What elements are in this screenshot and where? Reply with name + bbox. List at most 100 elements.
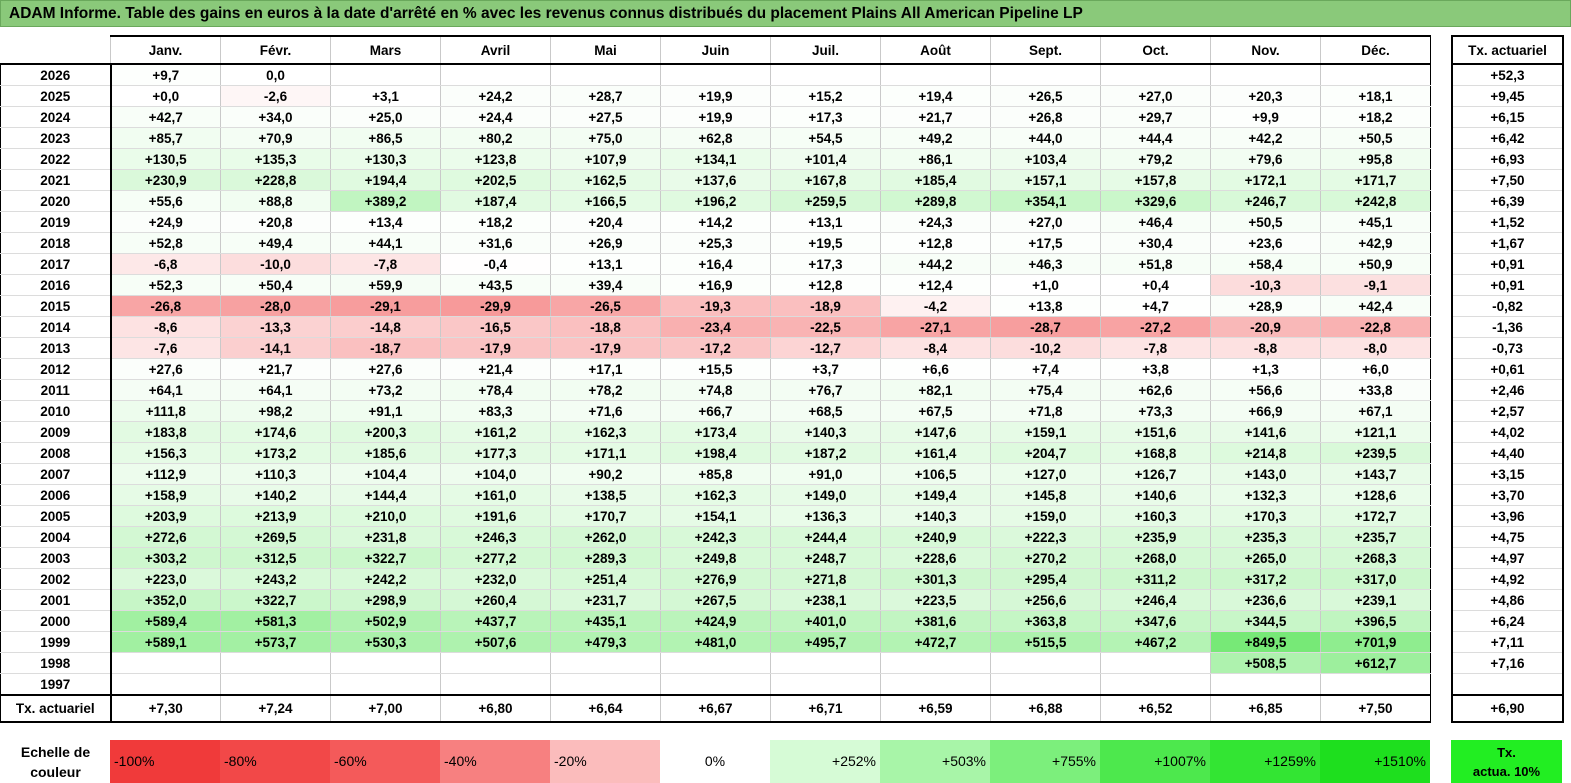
year-cell: 2000	[0, 610, 112, 632]
value-cell	[1100, 673, 1211, 696]
table-row: 1999 +589,1 +573,7 +530,3 +507,6 +479,3 +481,0…	[0, 631, 1431, 653]
table-row: 2023 +85,7 +70,9 +86,5 +80,2 +75,0 +62,8 +54,5 +…	[0, 127, 1431, 149]
value-cell: +363,8	[990, 610, 1101, 632]
value-cell: +185,6	[330, 442, 441, 464]
table-row: 2014 -8,6 -13,3 -14,8 -16,5 -18,8 -23,4 -22,5 -2…	[0, 316, 1431, 338]
value-cell: +101,4	[770, 148, 881, 170]
value-cell: +479,3	[550, 631, 661, 653]
value-cell: -23,4	[660, 316, 771, 338]
rate-cell: +1,67	[1451, 232, 1564, 254]
year-cell: 2023	[0, 127, 112, 149]
value-cell: +136,3	[770, 505, 881, 527]
value-cell: -18,8	[550, 316, 661, 338]
value-cell: +329,6	[1100, 190, 1211, 212]
footer-rate-cell: +6,52	[1100, 694, 1211, 723]
footer-rate-cell: +6,71	[770, 694, 881, 723]
month-header: Mai	[550, 35, 661, 65]
footer-rate-cell: +6,64	[550, 694, 661, 723]
value-cell: +107,9	[550, 148, 661, 170]
value-cell: +62,6	[1100, 379, 1211, 401]
value-cell: +46,3	[990, 253, 1101, 275]
value-cell: +76,7	[770, 379, 881, 401]
value-cell	[660, 63, 771, 86]
value-cell: +228,6	[880, 547, 991, 569]
value-cell: -10,2	[990, 337, 1101, 359]
value-cell	[1320, 673, 1431, 696]
month-header: Déc.	[1320, 35, 1431, 65]
value-cell: +185,4	[880, 169, 991, 191]
rate-cell: +3,96	[1451, 505, 1564, 527]
value-cell: +268,0	[1100, 547, 1211, 569]
value-cell: -20,9	[1210, 316, 1321, 338]
value-cell: +13,4	[330, 211, 441, 233]
value-cell: +14,2	[660, 211, 771, 233]
value-cell: +171,7	[1320, 169, 1431, 191]
year-cell: 2005	[0, 505, 112, 527]
rate-cell: +3,15	[1451, 463, 1564, 485]
value-cell: +13,8	[990, 295, 1101, 317]
value-cell: +17,3	[770, 253, 881, 275]
value-cell: +530,3	[330, 631, 441, 653]
value-cell: +51,8	[1100, 253, 1211, 275]
value-cell	[660, 652, 771, 674]
value-cell: +508,5	[1210, 652, 1321, 674]
value-cell	[1100, 63, 1211, 86]
value-cell: +161,2	[440, 421, 551, 443]
value-cell: +495,7	[770, 631, 881, 653]
value-cell: +289,8	[880, 190, 991, 212]
table-row: 2004 +272,6 +269,5 +231,8 +246,3 +262,0 +242,3…	[0, 526, 1431, 548]
value-cell: +50,5	[1320, 127, 1431, 149]
value-cell: +161,4	[880, 442, 991, 464]
value-cell: +849,5	[1210, 631, 1321, 653]
value-cell: +202,5	[440, 169, 551, 191]
value-cell: +9,7	[110, 63, 221, 86]
value-cell: +130,5	[110, 148, 221, 170]
rate-cell: +2,57	[1451, 400, 1564, 422]
value-cell	[1210, 673, 1321, 696]
value-cell: +64,1	[220, 379, 331, 401]
value-cell: +267,5	[660, 589, 771, 611]
value-cell: +240,9	[880, 526, 991, 548]
value-cell: +289,3	[550, 547, 661, 569]
value-cell: +26,8	[990, 106, 1101, 128]
year-cell: 2016	[0, 274, 112, 296]
value-cell	[1320, 63, 1431, 86]
value-cell: +210,0	[330, 505, 441, 527]
value-cell: +50,9	[1320, 253, 1431, 275]
value-cell: -29,9	[440, 295, 551, 317]
value-cell: +581,3	[220, 610, 331, 632]
table-row: 2024 +42,7 +34,0 +25,0 +24,4 +27,5 +19,9 +17,3 +…	[0, 106, 1431, 128]
table-row: 2013 -7,6 -14,1 -18,7 -17,9 -17,9 -17,2 -12,7 -8…	[0, 337, 1431, 359]
value-cell: +67,1	[1320, 400, 1431, 422]
value-cell: +322,7	[220, 589, 331, 611]
year-cell: 2008	[0, 442, 112, 464]
value-cell: +67,5	[880, 400, 991, 422]
value-cell: +111,8	[110, 400, 221, 422]
rate-cell: +7,16	[1451, 652, 1564, 674]
value-cell: -17,2	[660, 337, 771, 359]
value-cell	[550, 63, 661, 86]
value-cell: +3,8	[1100, 358, 1211, 380]
value-cell: +27,5	[550, 106, 661, 128]
rate-cell: +4,97	[1451, 547, 1564, 569]
value-cell: +260,4	[440, 589, 551, 611]
value-cell: +256,6	[990, 589, 1101, 611]
value-cell: +23,6	[1210, 232, 1321, 254]
month-header: Juil.	[770, 35, 881, 65]
value-cell: +144,4	[330, 484, 441, 506]
value-cell: -18,7	[330, 337, 441, 359]
value-cell: +21,4	[440, 358, 551, 380]
value-cell: +140,6	[1100, 484, 1211, 506]
value-cell: +135,3	[220, 148, 331, 170]
value-cell: +126,7	[1100, 463, 1211, 485]
value-cell: +344,5	[1210, 610, 1321, 632]
table-row: 2021 +230,9 +228,8 +194,4 +202,5 +162,5 +137,6…	[0, 169, 1431, 191]
value-cell: +246,4	[1100, 589, 1211, 611]
rate-cell: +2,46	[1451, 379, 1564, 401]
scale-swatch: -100%	[110, 740, 220, 783]
table-row: 2025 +0,0 -2,6 +3,1 +24,2 +28,7 +19,9 +15,2 +19,…	[0, 85, 1431, 107]
value-cell: +30,4	[1100, 232, 1211, 254]
value-cell: +98,2	[220, 400, 331, 422]
scale-swatch: +755%	[990, 740, 1100, 783]
value-cell: -8,8	[1210, 337, 1321, 359]
